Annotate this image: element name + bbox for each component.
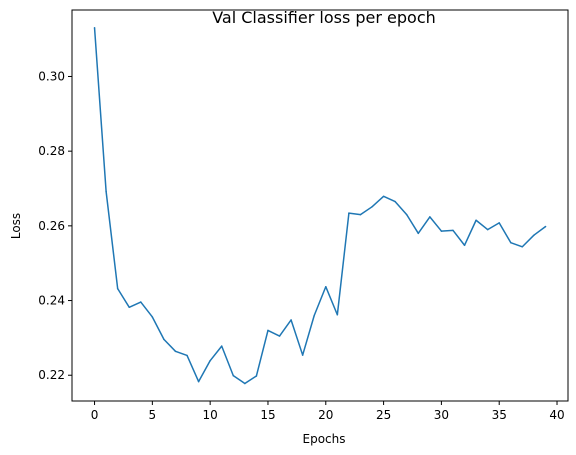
data-point — [510, 241, 512, 244]
data-point — [313, 314, 315, 317]
data-point — [174, 350, 177, 353]
data-points — [93, 27, 547, 385]
data-point — [382, 195, 385, 198]
data-point — [186, 354, 188, 357]
x-tick-label: 0 — [91, 408, 99, 422]
data-point — [151, 316, 154, 318]
data-point — [278, 335, 281, 337]
data-point — [209, 359, 211, 362]
data-point — [105, 190, 107, 193]
data-point — [544, 225, 547, 228]
data-point — [440, 230, 443, 232]
x-tick-label: 35 — [492, 408, 507, 422]
y-tick-label: 0.28 — [38, 144, 65, 158]
data-point — [93, 27, 96, 29]
data-point — [371, 206, 373, 208]
data-point — [163, 338, 165, 341]
y-tick-label: 0.22 — [38, 368, 65, 382]
data-point — [475, 219, 477, 222]
x-axis-ticks: 0 5 10 15 20 25 30 35 40 — [91, 401, 565, 422]
data-point — [116, 287, 119, 290]
data-point — [128, 306, 130, 309]
data-point — [533, 234, 535, 236]
data-point — [521, 246, 524, 248]
x-tick-label: 25 — [376, 408, 391, 422]
data-point — [429, 216, 431, 218]
y-tick-label: 0.24 — [38, 294, 65, 308]
y-tick-label: 0.30 — [38, 69, 65, 83]
x-tick-label: 5 — [149, 408, 157, 422]
y-axis-label: Loss — [9, 213, 23, 239]
data-point — [140, 301, 142, 303]
data-point — [244, 382, 246, 385]
y-axis-ticks: 0.22 0.24 0.26 0.28 0.30 — [38, 69, 72, 382]
data-point — [405, 213, 408, 216]
data-point — [394, 200, 396, 203]
x-tick-label: 15 — [260, 408, 275, 422]
chart-title: Val Classifier loss per epoch — [212, 8, 436, 27]
plot-frame — [71, 9, 569, 402]
data-point — [359, 213, 362, 216]
data-point — [417, 232, 420, 235]
data-point — [463, 244, 466, 247]
data-point — [232, 374, 235, 377]
data-point — [336, 313, 339, 316]
x-axis-label: Epochs — [303, 432, 346, 446]
series-line — [93, 27, 547, 385]
data-point — [301, 354, 304, 356]
data-point — [290, 319, 292, 321]
x-tick-label: 40 — [549, 408, 564, 422]
data-point — [267, 329, 269, 332]
x-tick-label: 20 — [318, 408, 333, 422]
data-point — [486, 228, 489, 231]
data-point — [220, 345, 223, 347]
data-point — [197, 380, 200, 383]
data-point — [325, 285, 327, 288]
x-tick-label: 10 — [203, 408, 218, 422]
x-tick-label: 30 — [434, 408, 449, 422]
data-point — [452, 229, 454, 232]
y-tick-label: 0.26 — [38, 219, 65, 233]
data-point — [348, 212, 350, 214]
data-point — [498, 222, 500, 224]
data-point — [255, 375, 258, 377]
